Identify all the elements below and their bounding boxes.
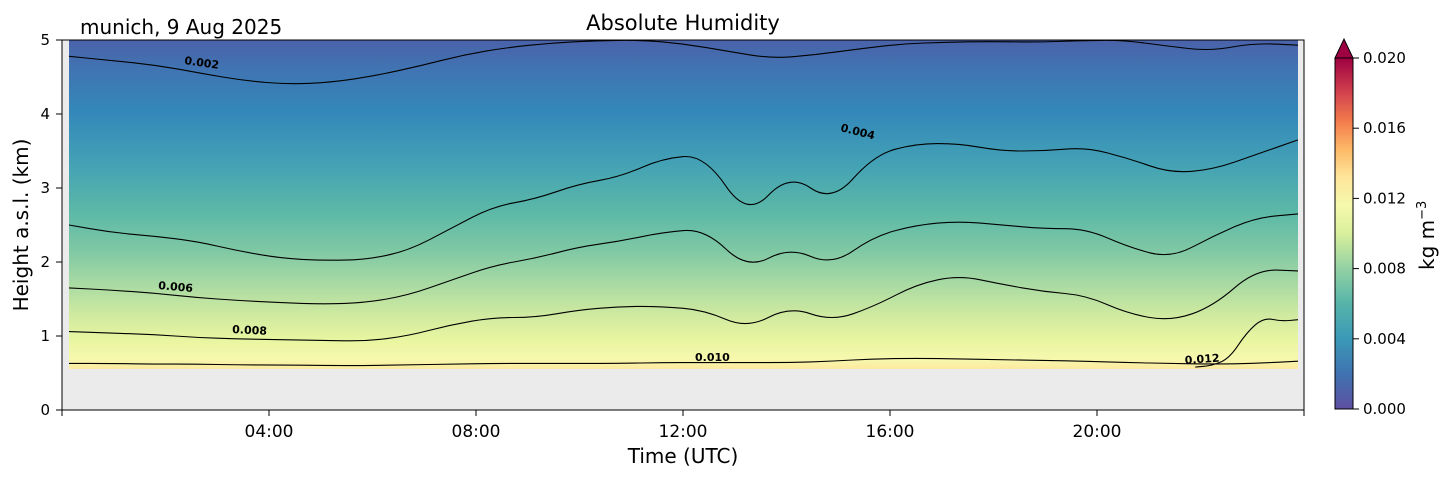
y-tick-label: 4 xyxy=(40,105,50,123)
contour-label-0.012: 0.012 xyxy=(1184,352,1220,367)
colorbar-tick-label: 0.016 xyxy=(1363,119,1406,137)
contour-labels: 0.002 0.004 0.006 0.008 0.010 0.012 xyxy=(158,54,1220,367)
chart-subtitle: munich, 9 Aug 2025 xyxy=(80,15,282,39)
contour-label-0.010: 0.010 xyxy=(695,351,730,364)
y-axis: 0 1 2 3 4 5 xyxy=(40,31,62,419)
y-tick-label: 1 xyxy=(40,327,50,345)
x-tick-label: 20:00 xyxy=(1073,422,1122,442)
colorbar-tick-label: 0.020 xyxy=(1363,49,1406,67)
contour-line-0.010 xyxy=(68,357,1299,367)
plot-area: 0.002 0.004 0.006 0.008 0.010 0.012 xyxy=(61,39,1305,411)
colorbar-tick-label: 0.004 xyxy=(1363,330,1406,348)
colorbar-tick-label: 0.000 xyxy=(1363,400,1406,418)
y-tick-label: 3 xyxy=(40,179,50,197)
colorbar-label-main: kg m xyxy=(1415,220,1439,270)
x-tick-label: 16:00 xyxy=(866,422,915,442)
colorbar-ticks: 0.000 0.004 0.008 0.012 0.016 0.020 xyxy=(1353,49,1406,418)
colorbar-label: kg m−3 xyxy=(1415,201,1439,270)
colorbar-label-exponent: −3 xyxy=(1415,201,1430,220)
x-tick-label: 04:00 xyxy=(245,422,294,442)
contour-line-0.004 xyxy=(68,139,1299,261)
chart-title: Absolute Humidity xyxy=(586,11,780,35)
x-tick-label: 12:00 xyxy=(659,422,708,442)
y-tick-label: 5 xyxy=(40,31,50,49)
humidity-field xyxy=(69,40,1298,369)
contour-line-0.002 xyxy=(68,40,1299,85)
contour-lines xyxy=(68,40,1299,368)
colorbar: 0.000 0.004 0.008 0.012 0.016 0.020 kg m−3 xyxy=(1334,37,1439,418)
x-axis-label: Time (UTC) xyxy=(627,444,739,468)
contour-line-0.006 xyxy=(68,213,1299,305)
contour-line-0.008 xyxy=(68,269,1299,342)
contour-label-0.002: 0.002 xyxy=(184,54,220,72)
y-axis-label: Height a.s.l. (km) xyxy=(9,139,33,312)
colorbar-bar xyxy=(1334,57,1354,410)
colorbar-tick-label: 0.012 xyxy=(1363,189,1406,207)
y-tick-label: 0 xyxy=(40,401,50,419)
colorbar-extend-arrow xyxy=(1334,37,1354,59)
contour-label-0.008: 0.008 xyxy=(232,323,267,338)
x-axis: 04:00 08:00 12:00 16:00 20:00 xyxy=(61,410,1305,442)
contour-label-0.006: 0.006 xyxy=(158,279,194,295)
y-tick-label: 2 xyxy=(40,253,50,271)
x-tick-label: 08:00 xyxy=(452,422,501,442)
contour-line-0.012 xyxy=(1195,318,1299,368)
colorbar-tick-label: 0.008 xyxy=(1363,260,1406,278)
